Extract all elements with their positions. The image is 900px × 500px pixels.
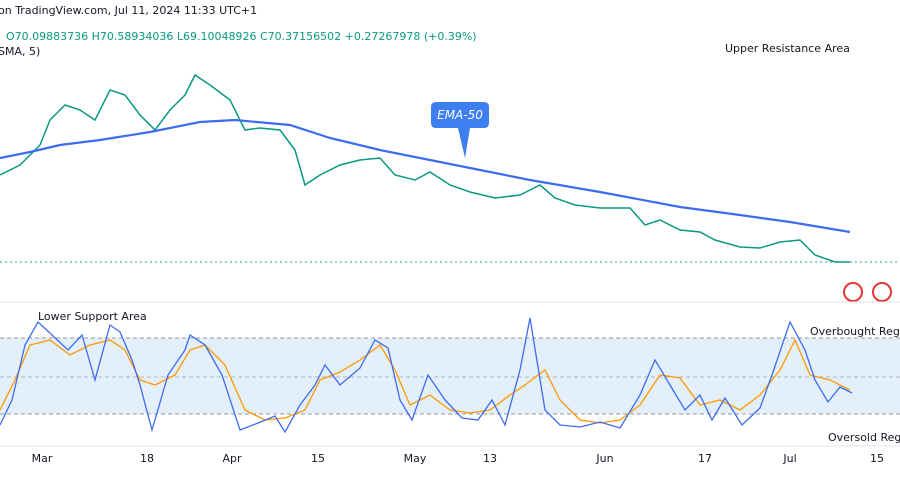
- overbought-label: Overbought Regi: [810, 325, 900, 338]
- x-axis-label: Jun: [595, 452, 613, 465]
- flag-icon: [872, 282, 892, 302]
- source-text: on TradingView.com, Jul 11, 2024 11:33 U…: [0, 4, 257, 17]
- lower-pane: Lower Support Area Overbought Regi Overs…: [0, 310, 900, 444]
- ema-line: [0, 118, 851, 234]
- x-axis-label: Apr: [222, 452, 242, 465]
- price-line: [0, 73, 850, 263]
- indicator-text: SMA, 5): [0, 45, 40, 58]
- upper-resistance-label: Upper Resistance Area: [725, 42, 850, 55]
- x-axis-label: 13: [483, 452, 497, 465]
- ema-label: EMA-50: [437, 108, 483, 122]
- x-axis-label: May: [404, 452, 427, 465]
- x-axis-label: Jul: [782, 452, 796, 465]
- x-axis-label: 15: [870, 452, 884, 465]
- x-axis: Mar 18 Apr 15 May 13 Jun 17 Jul 15: [32, 452, 884, 465]
- stoch-band: [0, 338, 900, 414]
- ema-callout: [431, 102, 489, 158]
- oversold-label: Oversold Regi: [828, 431, 900, 444]
- stoch-k-line: [0, 317, 853, 434]
- x-axis-label: 17: [698, 452, 712, 465]
- flag-icon: [843, 282, 863, 302]
- x-axis-label: 18: [140, 452, 154, 465]
- upper-pane: EMA-50 Upper Resistance Area on TradingV…: [0, 4, 900, 302]
- x-axis-label: Mar: [32, 452, 53, 465]
- x-axis-label: 15: [311, 452, 325, 465]
- lower-support-label: Lower Support Area: [38, 310, 147, 323]
- ohlc-text: O70.09883736 H70.58934036 L69.10048926 C…: [6, 30, 477, 43]
